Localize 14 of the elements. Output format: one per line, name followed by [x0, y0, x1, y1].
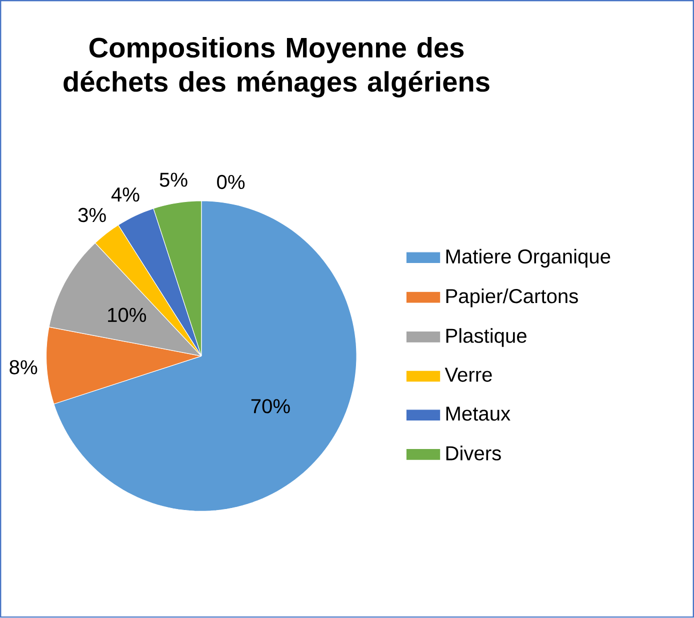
legend-label: Plastique	[446, 328, 526, 348]
data-label: 8%	[10, 360, 38, 374]
legend-label: Verre	[444, 368, 492, 382]
data-label: 4%	[111, 188, 140, 202]
data-label: 10%	[108, 308, 146, 322]
data-label: 5%	[160, 172, 188, 187]
text: 0%	[217, 175, 245, 190]
data-label: 3%	[78, 208, 106, 222]
data-label: 70%	[251, 399, 290, 414]
legend-label: Divers	[446, 446, 501, 461]
legend-label: Papier/Cartons	[446, 288, 578, 308]
legend-label: Metaux	[446, 406, 510, 421]
legend-label: Matiere Organique	[446, 249, 610, 268]
chart-title: Compositions Moyenne des déchets des ménages algériens	[64, 37, 490, 98]
